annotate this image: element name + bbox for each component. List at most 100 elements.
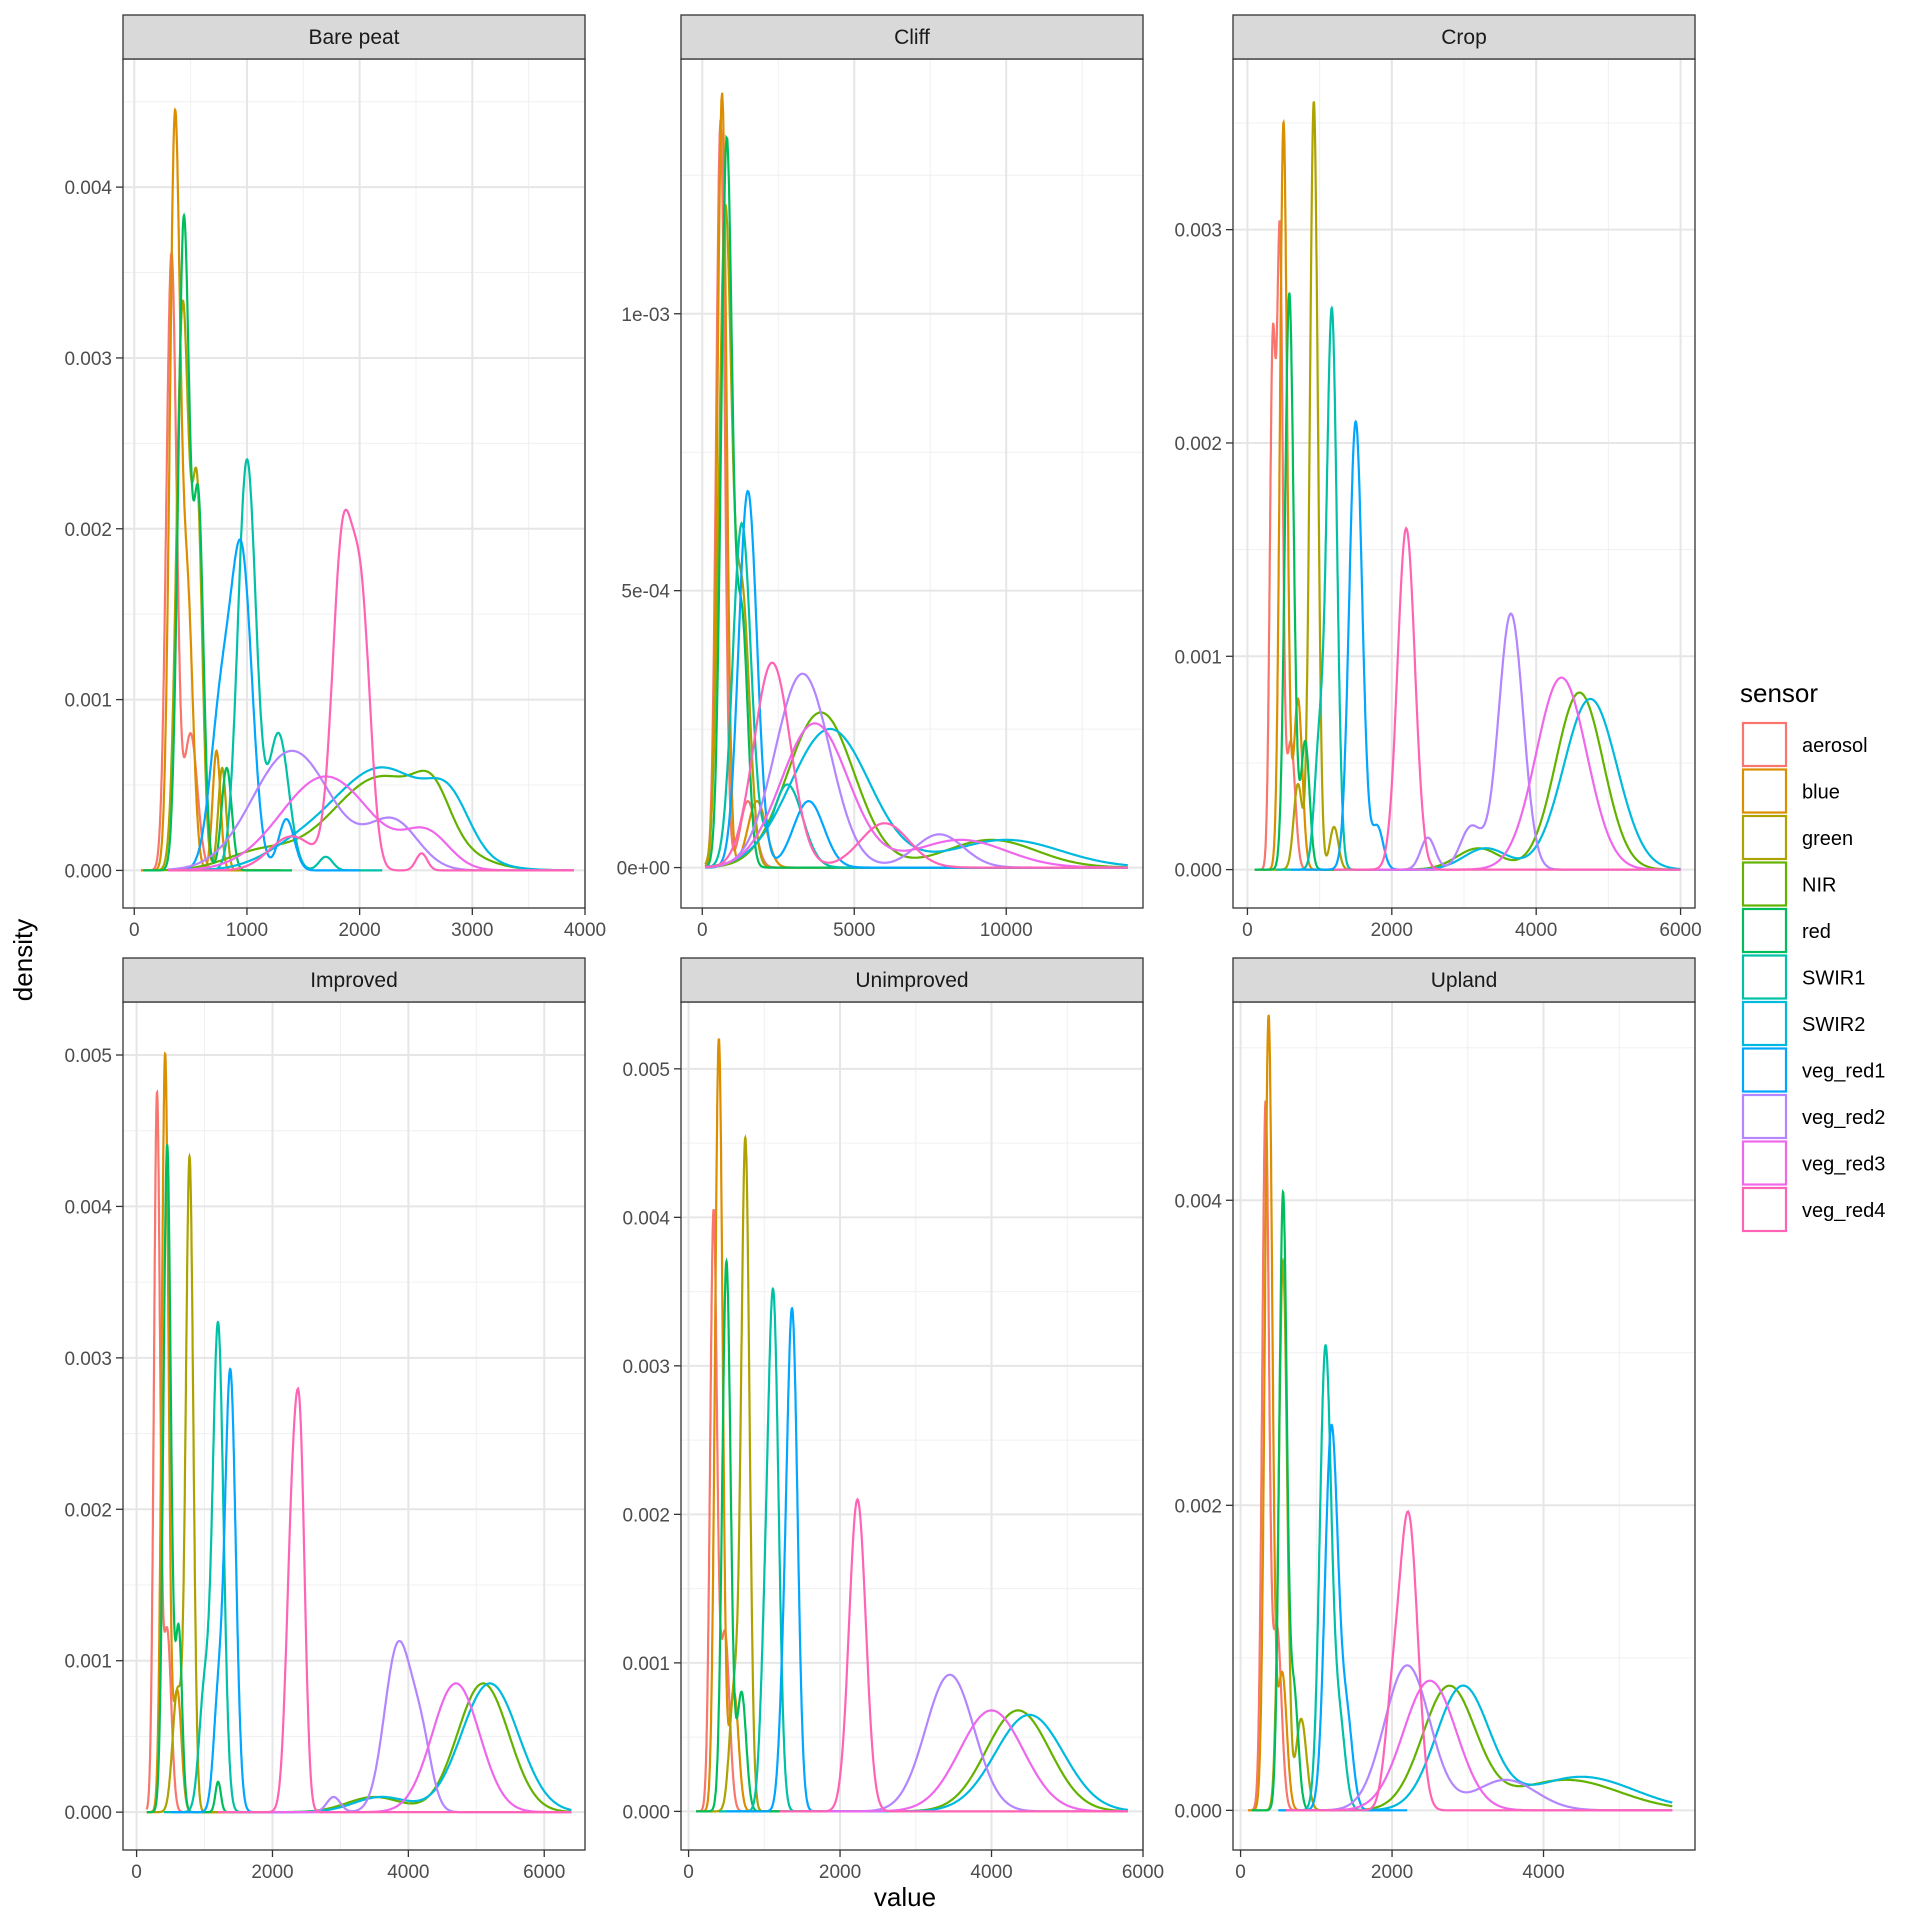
- density-line-veg_red4: [1286, 1509, 1673, 1812]
- y-tick-label: 0.004: [64, 1197, 112, 1218]
- strip: [122, 14, 586, 60]
- x-tick-label: 0: [1235, 1862, 1246, 1883]
- panel-background: [1233, 1002, 1695, 1850]
- y-tick-label: 0.002: [1174, 1496, 1222, 1517]
- legend-label-veg_red1: veg_red1: [1802, 1061, 1885, 1083]
- x-tick-label: 4000: [1515, 920, 1557, 941]
- legend-key-blue: [1741, 768, 1788, 814]
- density-line-veg_red4: [779, 1497, 1128, 1813]
- legend-key-SWIR2: [1741, 1000, 1788, 1047]
- strip: [1232, 14, 1696, 60]
- legend-key-SWIR1: [1741, 954, 1788, 1000]
- density-line-veg_red4: [705, 661, 1128, 869]
- x-tick-label: 2000: [1371, 1862, 1413, 1883]
- legend-label-veg_red2: veg_red2: [1802, 1107, 1885, 1129]
- strip-label: Bare peat: [308, 26, 399, 49]
- y-tick-label: 0.001: [64, 1652, 112, 1673]
- y-tick-label: 0.003: [64, 349, 112, 370]
- x-tick-label: 10000: [980, 920, 1033, 941]
- legend-key-red: [1741, 907, 1788, 954]
- density-line-veg_red1: [168, 538, 360, 872]
- density-line-SWIR2: [168, 766, 574, 872]
- y-tick-label: 0.004: [64, 178, 112, 199]
- y-tick-label: 0.005: [622, 1060, 670, 1081]
- y-tick-label: 0.004: [622, 1208, 670, 1229]
- legend-key-aerosol: [1741, 721, 1788, 768]
- panel-bare-peat: Bare peat 0 1000 2000 3000 4000 0.000 0.001 0.00…: [64, 14, 606, 941]
- legend-key-veg_red1: [1741, 1047, 1788, 1093]
- strip: [1232, 957, 1696, 1003]
- density-line-veg_red4: [1334, 526, 1681, 871]
- strip-label: Cliff: [894, 26, 930, 49]
- y-tick-label: 0.002: [64, 520, 112, 541]
- strip-label: Unimproved: [855, 969, 968, 992]
- panel-upland: Upland 0 2000 4000 0.000 0.002 0.004: [1174, 957, 1696, 1883]
- x-tick-label: 4000: [564, 920, 606, 941]
- legend-label-veg_red3: veg_red3: [1802, 1154, 1885, 1176]
- x-tick-label: 4000: [1522, 1862, 1564, 1883]
- y-tick-label: 0.000: [64, 1803, 112, 1824]
- panel-cliff: Cliff 0 5000 10000 0e+00 5e-04 1e-03: [617, 14, 1144, 941]
- density-line-veg_red4: [218, 1386, 572, 1814]
- y-tick-label: 0.002: [1174, 434, 1222, 455]
- x-tick-label: 6000: [1122, 1862, 1164, 1883]
- strip: [680, 957, 1144, 1003]
- x-tick-label: 0: [1242, 920, 1253, 941]
- y-tick-label: 0.001: [1174, 647, 1222, 668]
- strip-label: Improved: [310, 969, 398, 992]
- x-tick-label: 0: [129, 920, 140, 941]
- legend-label-NIR: NIR: [1802, 875, 1836, 897]
- panel-background: [681, 59, 1143, 908]
- panel-background: [123, 59, 585, 908]
- panel-improved: Improved 0 2000 4000 6000 0.000 0.001 0.002 0.00…: [64, 957, 586, 1883]
- y-tick-label: 0.000: [1174, 1801, 1222, 1822]
- legend-key-veg_red4: [1741, 1186, 1788, 1233]
- x-tick-label: 0: [131, 1862, 142, 1883]
- legend: sensor aerosol blue green NIR red SWIR1 SWIR2 v…: [1740, 678, 1885, 1233]
- legend-label-SWIR2: SWIR2: [1802, 1014, 1865, 1036]
- strip: [122, 957, 586, 1003]
- strip-label: Crop: [1441, 26, 1487, 49]
- y-tick-label: 0.002: [64, 1500, 112, 1521]
- legend-key-veg_red2: [1741, 1093, 1788, 1140]
- y-tick-label: 0.000: [622, 1802, 670, 1823]
- x-tick-label: 4000: [387, 1862, 429, 1883]
- x-tick-label: 3000: [451, 920, 493, 941]
- y-tick-label: 0.003: [622, 1357, 670, 1378]
- x-tick-label: 2000: [819, 1862, 861, 1883]
- y-tick-label: 0.001: [64, 691, 112, 712]
- y-tick-label: 1e-03: [621, 305, 670, 326]
- legend-title: sensor: [1740, 678, 1818, 708]
- legend-label-SWIR1: SWIR1: [1802, 968, 1865, 990]
- legend-label-aerosol: aerosol: [1802, 735, 1868, 757]
- panel-background: [123, 1002, 585, 1850]
- y-tick-label: 0.003: [1174, 221, 1222, 242]
- x-axis-title: value: [874, 1882, 936, 1912]
- x-tick-label: 2000: [251, 1862, 293, 1883]
- y-tick-label: 0e+00: [617, 859, 670, 880]
- y-tick-label: 0.005: [64, 1046, 112, 1067]
- panel-unimproved: Unimproved 0 2000 4000 6000 0.000 0.001 0.002 0.…: [622, 957, 1164, 1883]
- y-tick-label: 0.004: [1174, 1191, 1222, 1212]
- y-tick-label: 0.003: [64, 1349, 112, 1370]
- y-tick-label: 5e-04: [621, 582, 670, 603]
- density-line-veg_red3: [238, 1682, 572, 1814]
- density-line-veg_red3: [1355, 676, 1681, 871]
- panels: Bare peat 0 1000 2000 3000 4000 0.000 0.001 0.00…: [64, 14, 1702, 1883]
- legend-key-NIR: [1741, 861, 1788, 907]
- y-tick-label: 0.000: [1174, 861, 1222, 882]
- x-tick-label: 0: [683, 1862, 694, 1883]
- legend-label-blue: blue: [1802, 782, 1840, 804]
- strip: [680, 14, 1144, 60]
- x-tick-label: 2000: [1371, 920, 1413, 941]
- x-tick-label: 2000: [338, 920, 380, 941]
- y-tick-label: 0.000: [64, 861, 112, 882]
- density-line-veg_red4: [168, 508, 574, 872]
- x-tick-label: 6000: [1659, 920, 1701, 941]
- legend-label-veg_red4: veg_red4: [1802, 1200, 1885, 1222]
- x-tick-label: 1000: [226, 920, 268, 941]
- y-tick-label: 0.002: [622, 1505, 670, 1526]
- panel-crop: Crop 0 2000 4000 6000 0.000 0.001 0.002 0.003: [1174, 14, 1702, 941]
- legend-key-veg_red3: [1741, 1140, 1788, 1186]
